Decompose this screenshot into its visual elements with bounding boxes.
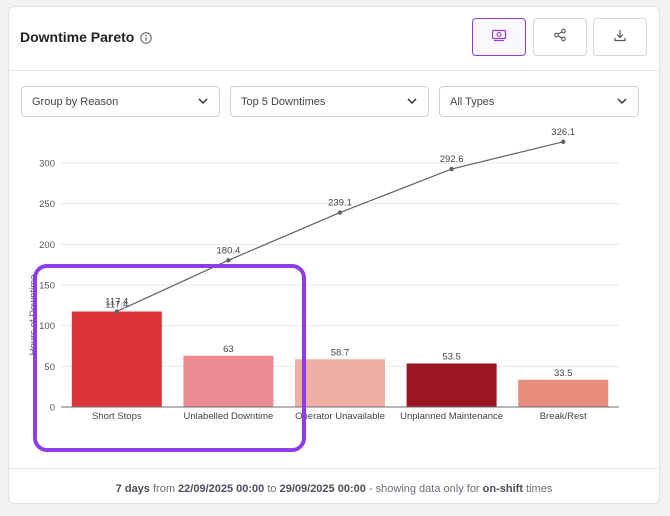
type-select[interactable]: All Types: [439, 86, 639, 117]
chevron-down-icon: [616, 96, 628, 108]
info-icon[interactable]: [140, 31, 153, 44]
header-divider: [9, 70, 659, 71]
share-button[interactable]: [533, 18, 587, 56]
y-tick-label: 150: [39, 281, 55, 292]
bar-value-label: 53.5: [442, 351, 461, 362]
bar: [406, 363, 497, 407]
cumulative-point: [114, 309, 120, 314]
footer-middle: - showing data only for: [368, 483, 480, 495]
x-tick-label: Break/Rest: [540, 411, 587, 422]
cumulative-point: [337, 210, 343, 215]
footer-divider: [9, 468, 659, 469]
date-range-footer: 7 days from 22/09/2025 00:00 to 29/09/20…: [9, 483, 659, 495]
footer-end: 29/09/2025 00:00: [279, 483, 366, 495]
share-icon: [553, 28, 567, 47]
cumulative-point: [449, 166, 454, 172]
footer-days: 7 days: [115, 483, 150, 495]
x-tick-label: Short Stops: [92, 411, 142, 422]
y-tick-label: 50: [44, 362, 55, 373]
footer-to: to: [267, 483, 277, 495]
bar: [183, 355, 274, 407]
money-icon: [491, 28, 507, 47]
top-n-value: Top 5 Downtimes: [241, 95, 326, 108]
download-button[interactable]: [593, 18, 647, 56]
group-by-value: Group by Reason: [32, 95, 119, 108]
y-tick-label: 200: [39, 240, 55, 251]
chevron-down-icon: [406, 96, 418, 108]
y-tick-label: 250: [39, 199, 55, 210]
bar: [71, 311, 162, 407]
cumulative-point: [561, 139, 566, 144]
bar: [518, 379, 609, 407]
y-tick-label: 300: [39, 159, 55, 170]
x-tick-label: Operator Unavailable: [295, 411, 385, 422]
footer-from: from: [152, 483, 175, 495]
highlight-annotation: [33, 264, 306, 452]
cumulative-value-label: 239.1: [328, 198, 352, 209]
x-tick-label: Unlabelled Downtime: [184, 411, 274, 422]
page-title: Downtime Pareto: [20, 29, 135, 45]
chevron-down-icon: [197, 96, 209, 108]
cumulative-point: [226, 258, 231, 263]
footer-tail: times: [526, 483, 553, 495]
type-value: All Types: [450, 95, 495, 108]
group-by-select[interactable]: Group by Reason: [21, 86, 220, 117]
cumulative-value-label: 117.4: [105, 297, 128, 308]
currency-view-button[interactable]: [472, 18, 526, 56]
top-n-select[interactable]: Top 5 Downtimes: [230, 86, 429, 117]
downtime-pareto-card: Downtime Pareto: [8, 6, 660, 504]
bar-value-label: 33.5: [554, 368, 573, 379]
title-row: Downtime Pareto: [20, 29, 153, 45]
bar-value-label: 58.7: [331, 347, 350, 358]
bar-value-label: 117.4: [105, 300, 128, 311]
cumulative-value-label: 180.4: [217, 245, 241, 256]
footer-shift: on-shift: [482, 483, 523, 495]
footer-start: 22/09/2025 00:00: [178, 483, 265, 495]
cumulative-value-label: 292.6: [440, 154, 464, 165]
bar-value-label: 63: [223, 344, 234, 355]
cumulative-value-label: 326.1: [551, 127, 575, 138]
y-tick-label: 0: [50, 403, 55, 414]
download-icon: [613, 28, 627, 47]
bar: [295, 359, 385, 407]
x-tick-label: Unplanned Maintenance: [400, 411, 503, 422]
y-tick-label: 100: [39, 321, 55, 332]
